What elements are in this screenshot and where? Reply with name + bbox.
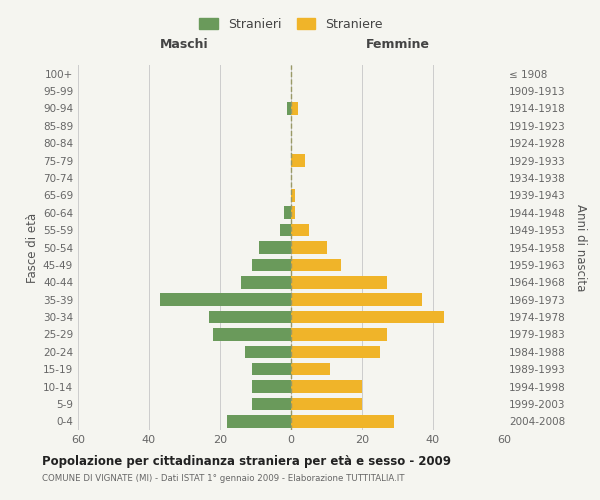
Bar	[291, 102, 298, 115]
Bar	[291, 258, 341, 271]
Y-axis label: Anni di nascita: Anni di nascita	[574, 204, 587, 291]
Bar	[291, 206, 295, 219]
Bar	[291, 241, 326, 254]
Bar	[280, 224, 291, 236]
Bar	[209, 311, 291, 324]
Bar	[160, 294, 291, 306]
Bar	[284, 206, 291, 219]
Bar	[252, 398, 291, 410]
Y-axis label: Fasce di età: Fasce di età	[26, 212, 39, 282]
Bar	[291, 346, 380, 358]
Text: Popolazione per cittadinanza straniera per età e sesso - 2009: Popolazione per cittadinanza straniera p…	[42, 455, 451, 468]
Bar	[227, 415, 291, 428]
Bar	[291, 328, 387, 340]
Bar	[252, 380, 291, 393]
Bar	[245, 346, 291, 358]
Bar	[291, 415, 394, 428]
Legend: Stranieri, Straniere: Stranieri, Straniere	[194, 13, 388, 36]
Text: Femmine: Femmine	[365, 38, 430, 51]
Bar	[252, 258, 291, 271]
Bar	[291, 398, 362, 410]
Bar	[291, 363, 330, 376]
Text: Maschi: Maschi	[160, 38, 209, 51]
Bar	[241, 276, 291, 288]
Bar	[287, 102, 291, 115]
Bar	[213, 328, 291, 340]
Bar	[259, 241, 291, 254]
Bar	[291, 294, 422, 306]
Bar	[291, 224, 309, 236]
Bar	[291, 276, 387, 288]
Bar	[291, 311, 443, 324]
Text: COMUNE DI VIGNATE (MI) - Dati ISTAT 1° gennaio 2009 - Elaborazione TUTTITALIA.IT: COMUNE DI VIGNATE (MI) - Dati ISTAT 1° g…	[42, 474, 404, 483]
Bar	[291, 189, 295, 202]
Bar	[291, 154, 305, 167]
Bar	[291, 380, 362, 393]
Bar	[252, 363, 291, 376]
